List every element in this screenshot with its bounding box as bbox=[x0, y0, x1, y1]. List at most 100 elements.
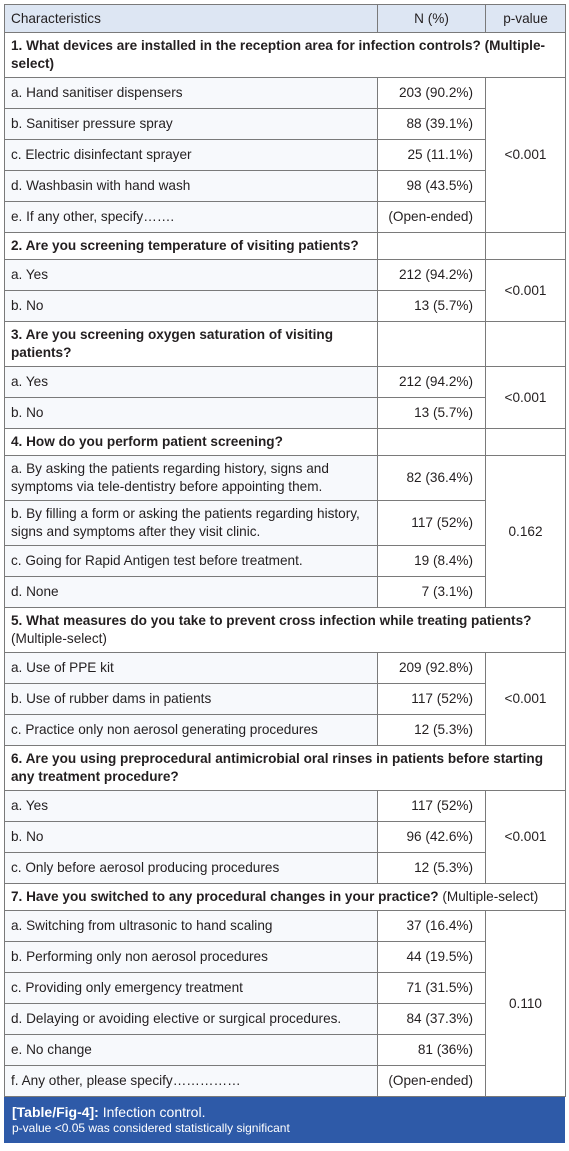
p-value-cell: <0.001 bbox=[485, 77, 566, 233]
table-figure: Characteristics N (%) p-value 1. What de… bbox=[4, 4, 566, 1143]
caption-ref: [Table/Fig-4]: bbox=[12, 1104, 99, 1120]
answer-count: 19 (8.4%) bbox=[377, 545, 486, 577]
question-label: 4. How do you perform patient screening? bbox=[11, 434, 283, 449]
empty-cell bbox=[485, 232, 566, 260]
question-row: 6. Are you using preprocedural antimicro… bbox=[4, 745, 566, 791]
empty-cell bbox=[485, 321, 566, 367]
answer-count: 212 (94.2%) bbox=[377, 366, 486, 398]
answer-count: 96 (42.6%) bbox=[377, 821, 486, 853]
answer-row: a. Yes 117 (52%) <0.001 bbox=[4, 790, 566, 884]
answer-count: 98 (43.5%) bbox=[377, 170, 486, 202]
question-label: 1. What devices are installed in the rec… bbox=[11, 38, 546, 71]
question-label: 3. Are you screening oxygen saturation o… bbox=[11, 327, 334, 360]
answer-row: d. Washbasin with hand wash 98 (43.5%) bbox=[4, 170, 566, 202]
answer-row: a. Yes 212 (94.2%) <0.001 bbox=[4, 366, 566, 429]
answer-count: 117 (52%) bbox=[377, 683, 486, 715]
question-text: 2. Are you screening temperature of visi… bbox=[4, 232, 378, 260]
answer-label: a. Yes bbox=[4, 790, 378, 822]
answer-row: b. Performing only non aerosol procedure… bbox=[4, 941, 566, 973]
answer-count: 13 (5.7%) bbox=[377, 290, 486, 322]
table-caption: [Table/Fig-4]: Infection control. p-valu… bbox=[4, 1097, 565, 1143]
question-label: 6. Are you using preprocedural antimicro… bbox=[11, 751, 544, 784]
p-value-cell: 0.110 bbox=[485, 910, 566, 1097]
answer-row: c. Providing only emergency treatment 71 … bbox=[4, 972, 566, 1004]
answer-label: a. Use of PPE kit bbox=[4, 652, 378, 684]
answer-count: 13 (5.7%) bbox=[377, 397, 486, 429]
answer-row: c. Going for Rapid Antigen test before t… bbox=[4, 545, 566, 577]
answer-label: c. Electric disinfectant sprayer bbox=[4, 139, 378, 171]
answer-count: 212 (94.2%) bbox=[377, 259, 486, 291]
answer-label: c. Going for Rapid Antigen test before t… bbox=[4, 545, 378, 577]
answer-row: e. If any other, specify……. (Open-ended) bbox=[4, 201, 566, 233]
question-row: 2. Are you screening temperature of visi… bbox=[4, 232, 566, 260]
question-row: 5. What measures do you take to prevent … bbox=[4, 607, 566, 653]
question-text: 4. How do you perform patient screening? bbox=[4, 428, 378, 456]
caption-title: Infection control. bbox=[102, 1104, 206, 1120]
answer-label: c. Providing only emergency treatment bbox=[4, 972, 378, 1004]
answer-count: 25 (11.1%) bbox=[377, 139, 486, 171]
answer-count: 37 (16.4%) bbox=[377, 910, 486, 942]
header-characteristics: Characteristics bbox=[4, 4, 378, 33]
answer-count: 44 (19.5%) bbox=[377, 941, 486, 973]
answer-label: b. No bbox=[4, 821, 378, 853]
question-text: 3. Are you screening oxygen saturation o… bbox=[4, 321, 378, 367]
answer-label: a. Switching from ultrasonic to hand sca… bbox=[4, 910, 378, 942]
question-label: 2. Are you screening temperature of visi… bbox=[11, 238, 359, 253]
answer-label: b. No bbox=[4, 397, 378, 429]
empty-cell bbox=[377, 232, 486, 260]
answer-row: e. No change 81 (36%) bbox=[4, 1034, 566, 1066]
header-p-value: p-value bbox=[485, 4, 566, 33]
answer-row: b. No 13 (5.7%) bbox=[4, 290, 566, 322]
answer-label: b. No bbox=[4, 290, 378, 322]
answer-label: f. Any other, please specify…………… bbox=[4, 1065, 378, 1097]
answer-count: 117 (52%) bbox=[377, 790, 486, 822]
answer-row: a. Yes 212 (94.2%) <0.001 bbox=[4, 259, 566, 322]
answer-row: b. No 13 (5.7%) bbox=[4, 397, 566, 429]
p-value-cell: <0.001 bbox=[485, 790, 566, 884]
answer-label: c. Practice only non aerosol generating … bbox=[4, 714, 378, 746]
infection-control-table: Characteristics N (%) p-value 1. What de… bbox=[4, 4, 566, 1097]
answer-label: b. By filling a form or asking the patie… bbox=[4, 500, 378, 546]
answer-label: d. Delaying or avoiding elective or surg… bbox=[4, 1003, 378, 1035]
answer-count: 82 (36.4%) bbox=[377, 455, 486, 501]
header-row: Characteristics N (%) p-value bbox=[4, 4, 566, 33]
caption-footnote: p-value <0.05 was considered statistical… bbox=[12, 1121, 290, 1135]
header-n-percent: N (%) bbox=[377, 4, 486, 33]
answer-label: c. Only before aerosol producing procedu… bbox=[4, 852, 378, 884]
answer-label: d. None bbox=[4, 576, 378, 608]
answer-row: c. Electric disinfectant sprayer 25 (11.1… bbox=[4, 139, 566, 171]
answer-label: a. By asking the patients regarding hist… bbox=[4, 455, 378, 501]
answer-row: a. Switching from ultrasonic to hand sca… bbox=[4, 910, 566, 1097]
answer-row: c. Only before aerosol producing procedu… bbox=[4, 852, 566, 884]
answer-count: 203 (90.2%) bbox=[377, 77, 486, 109]
answer-label: d. Washbasin with hand wash bbox=[4, 170, 378, 202]
question-row: 1. What devices are installed in the rec… bbox=[4, 32, 566, 78]
question-label: 7. Have you switched to any procedural c… bbox=[11, 889, 439, 904]
answer-count: 12 (5.3%) bbox=[377, 714, 486, 746]
question-row: 7. Have you switched to any procedural c… bbox=[4, 883, 566, 911]
answer-count: (Open-ended) bbox=[377, 201, 486, 233]
answer-count: 81 (36%) bbox=[377, 1034, 486, 1066]
answer-count: 117 (52%) bbox=[377, 500, 486, 546]
question-note: (Multiple-select) bbox=[11, 631, 107, 646]
answer-row: a. By asking the patients regarding hist… bbox=[4, 455, 566, 608]
answer-label: a. Hand sanitiser dispensers bbox=[4, 77, 378, 109]
question-row: 3. Are you screening oxygen saturation o… bbox=[4, 321, 566, 367]
answer-row: c. Practice only non aerosol generating … bbox=[4, 714, 566, 746]
empty-cell bbox=[377, 321, 486, 367]
answer-row: d. Delaying or avoiding elective or surg… bbox=[4, 1003, 566, 1035]
answer-label: b. Use of rubber dams in patients bbox=[4, 683, 378, 715]
question-text: 6. Are you using preprocedural antimicro… bbox=[4, 745, 566, 791]
table-body: 1. What devices are installed in the rec… bbox=[4, 32, 566, 1097]
empty-cell bbox=[485, 428, 566, 456]
answer-label: b. Sanitiser pressure spray bbox=[4, 108, 378, 140]
question-text: 1. What devices are installed in the rec… bbox=[4, 32, 566, 78]
p-value-cell: <0.001 bbox=[485, 366, 566, 429]
question-row: 4. How do you perform patient screening? bbox=[4, 428, 566, 456]
answer-label: a. Yes bbox=[4, 259, 378, 291]
answer-row: d. None 7 (3.1%) bbox=[4, 576, 566, 608]
p-value-cell: 0.162 bbox=[485, 455, 566, 608]
question-note: (Multiple-select) bbox=[442, 889, 539, 904]
answer-count: 7 (3.1%) bbox=[377, 576, 486, 608]
answer-count: 88 (39.1%) bbox=[377, 108, 486, 140]
